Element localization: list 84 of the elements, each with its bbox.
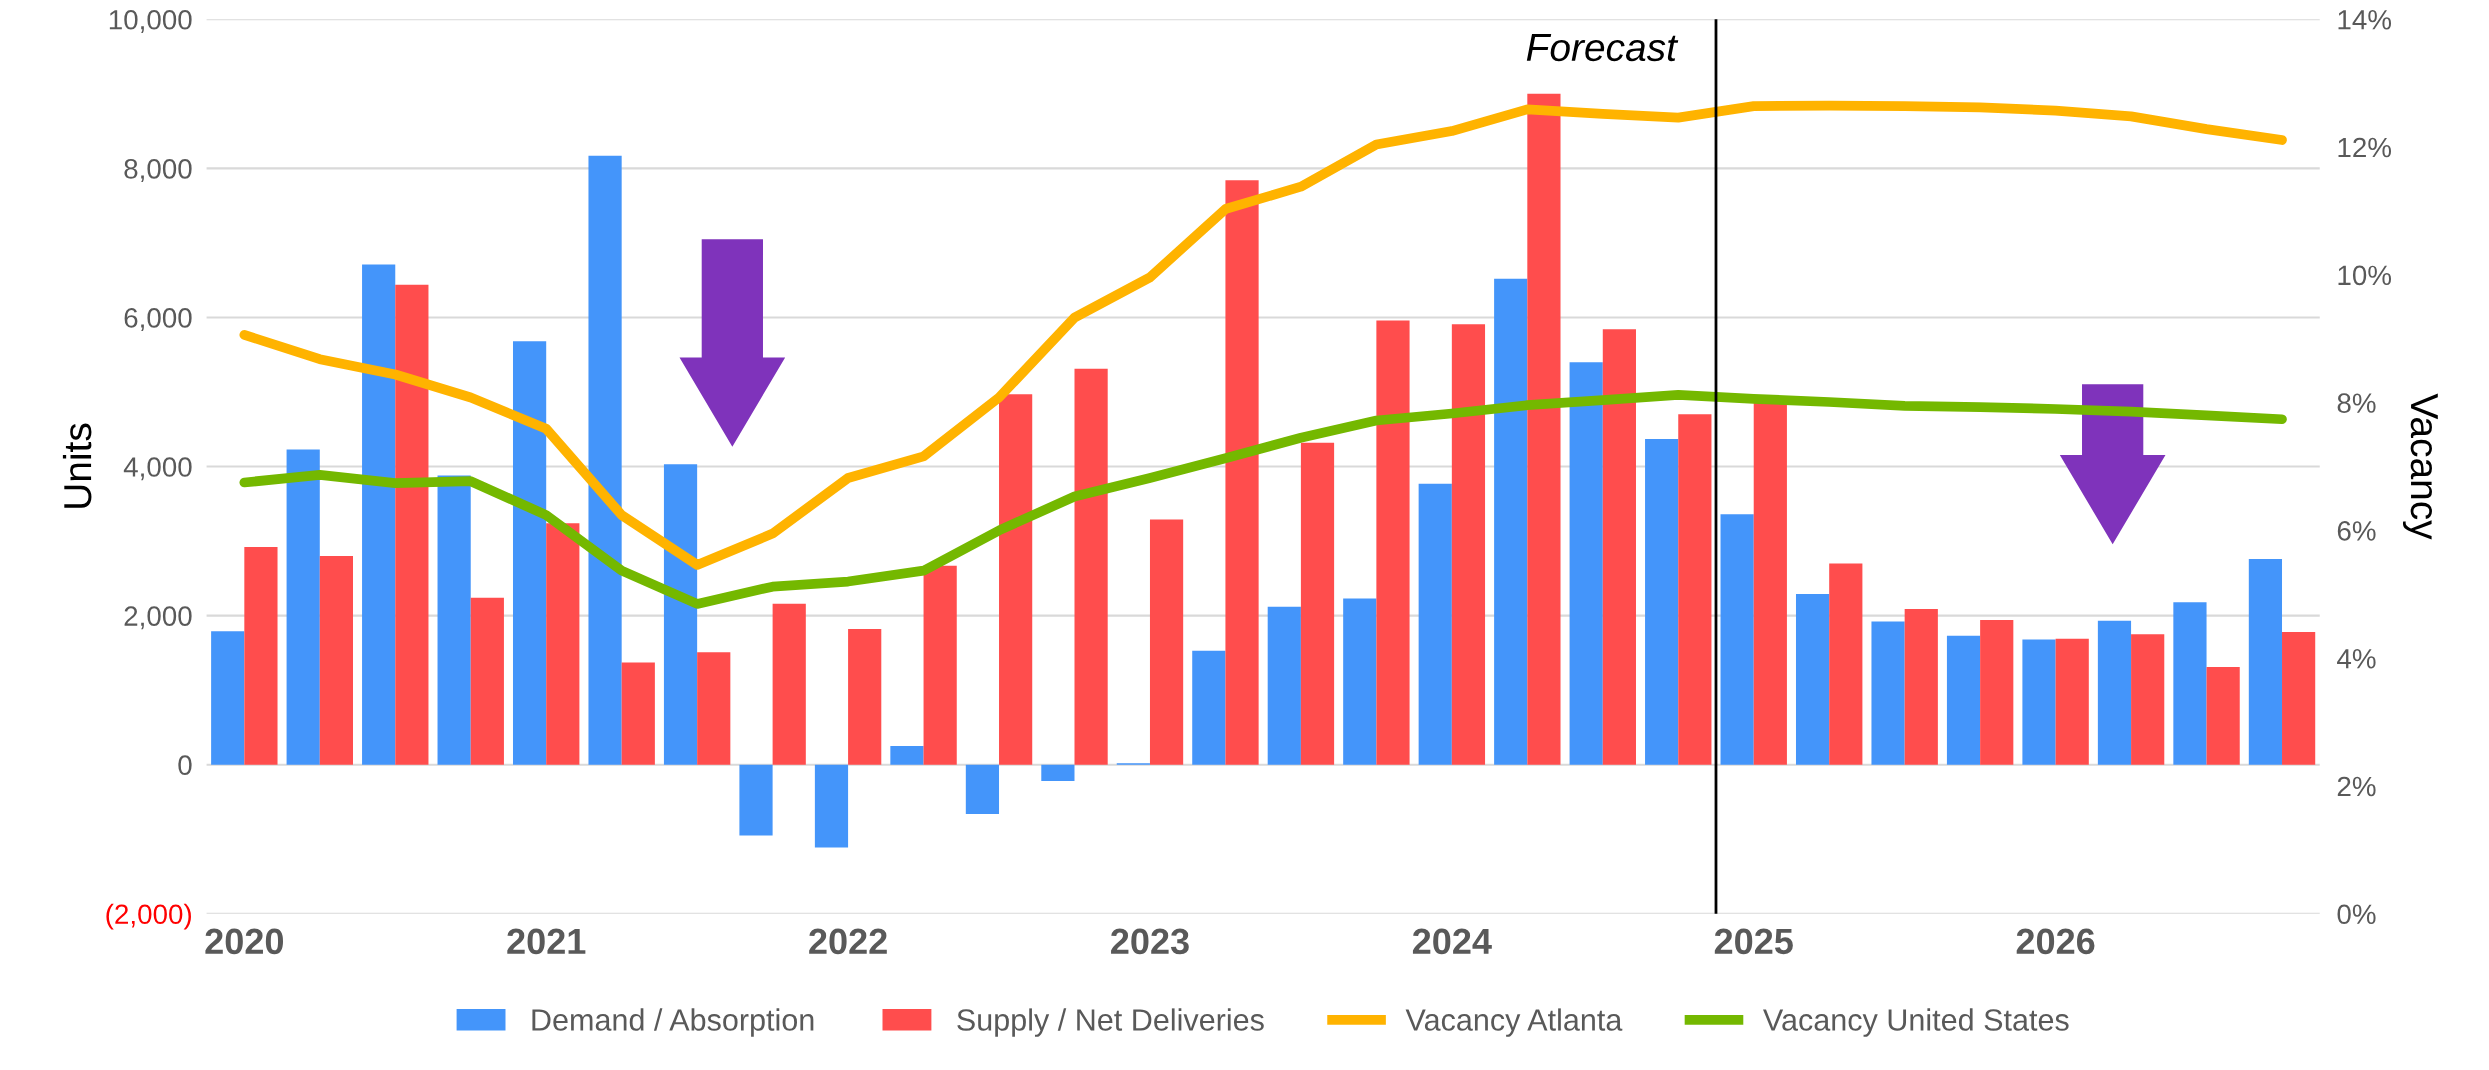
bar xyxy=(1343,598,1377,765)
bar xyxy=(1418,483,1452,765)
bar xyxy=(2131,634,2165,765)
y-tick-label: 8,000 xyxy=(124,159,192,182)
y2-tick-label: 2% xyxy=(2337,776,2376,797)
bar xyxy=(437,475,471,765)
bar xyxy=(362,264,396,765)
y2-tick-label: 8% xyxy=(2337,393,2376,413)
annotation: Forecast xyxy=(1526,34,1679,62)
y2-tick-label: 14% xyxy=(2338,10,2392,30)
bar xyxy=(772,603,806,765)
bar xyxy=(2248,558,2283,765)
bar xyxy=(1645,438,1679,765)
x-tick-label: 2020 xyxy=(205,928,284,955)
bar xyxy=(1225,180,1259,765)
bar xyxy=(2173,602,2207,765)
y-tick-label: 4,000 xyxy=(123,457,192,481)
bar xyxy=(2206,667,2240,765)
bar xyxy=(1602,329,1636,765)
bar xyxy=(1871,621,1905,765)
bar xyxy=(286,449,320,765)
bar xyxy=(588,155,622,765)
bar xyxy=(1494,278,1528,765)
x-tick-label: 2025 xyxy=(1714,928,1793,955)
y-axis-title: Units xyxy=(62,423,92,508)
y-tick-label: 0 xyxy=(178,755,192,776)
bar xyxy=(1376,320,1410,765)
bar xyxy=(2055,638,2089,765)
y-tick-label: (2,000) xyxy=(106,903,191,930)
y-tick-label: 6,000 xyxy=(124,308,192,332)
bar xyxy=(814,764,849,848)
bar xyxy=(1267,606,1301,765)
y2-tick-label: 6% xyxy=(2337,521,2376,541)
bar xyxy=(319,555,353,765)
y2-tick-label: 10% xyxy=(2338,265,2392,286)
bar xyxy=(697,652,731,765)
y2-tick-label: 4% xyxy=(2337,648,2376,669)
bar xyxy=(1829,563,1863,765)
bar xyxy=(2097,620,2132,765)
x-tick-label: 2023 xyxy=(1111,928,1189,955)
bar xyxy=(2022,639,2056,765)
bar xyxy=(848,629,882,765)
bar xyxy=(244,547,278,765)
bar xyxy=(1678,414,1712,765)
bar xyxy=(923,565,957,765)
bar xyxy=(1149,519,1184,765)
bar xyxy=(1980,620,2014,765)
y-tick-label: 10,000 xyxy=(109,9,192,33)
y-tick-label: 2,000 xyxy=(124,606,192,630)
bar xyxy=(1795,593,1830,765)
bar xyxy=(1569,362,1603,765)
bar xyxy=(890,746,924,765)
bar xyxy=(1300,442,1335,765)
bar xyxy=(621,662,655,765)
x-tick-label: 2024 xyxy=(1412,928,1492,955)
bar xyxy=(546,523,580,765)
legend-label: Vacancy United States xyxy=(1763,1008,2069,1037)
bar xyxy=(1753,401,1787,765)
y2-axis-title: Vacancy xyxy=(2402,393,2438,540)
bar xyxy=(1192,650,1226,765)
x-tick-label: 2021 xyxy=(507,928,586,955)
y2-tick-label: 12% xyxy=(2338,137,2392,158)
bar xyxy=(663,464,698,765)
x-tick-label: 2022 xyxy=(809,928,887,955)
bar xyxy=(1904,608,1938,765)
legend-label: Supply / Net Deliveries xyxy=(957,1008,1264,1037)
bar xyxy=(513,341,547,765)
legend-label: Demand / Absorption xyxy=(532,1008,814,1037)
bar xyxy=(1041,764,1075,782)
bar xyxy=(999,394,1033,765)
bar xyxy=(1946,635,1981,765)
x-tick-label: 2026 xyxy=(2016,928,2095,955)
y2-tick-label: 0% xyxy=(2337,904,2376,925)
bar xyxy=(1074,368,1108,765)
bar xyxy=(965,764,1000,814)
bar xyxy=(1527,93,1561,765)
bar xyxy=(2282,632,2316,765)
bar xyxy=(211,631,245,765)
bar xyxy=(1720,514,1754,765)
bar xyxy=(470,597,504,765)
bar xyxy=(395,284,429,765)
bar xyxy=(739,764,773,836)
bar xyxy=(1451,324,1486,765)
legend-label: Vacancy Atlanta xyxy=(1405,1008,1623,1037)
